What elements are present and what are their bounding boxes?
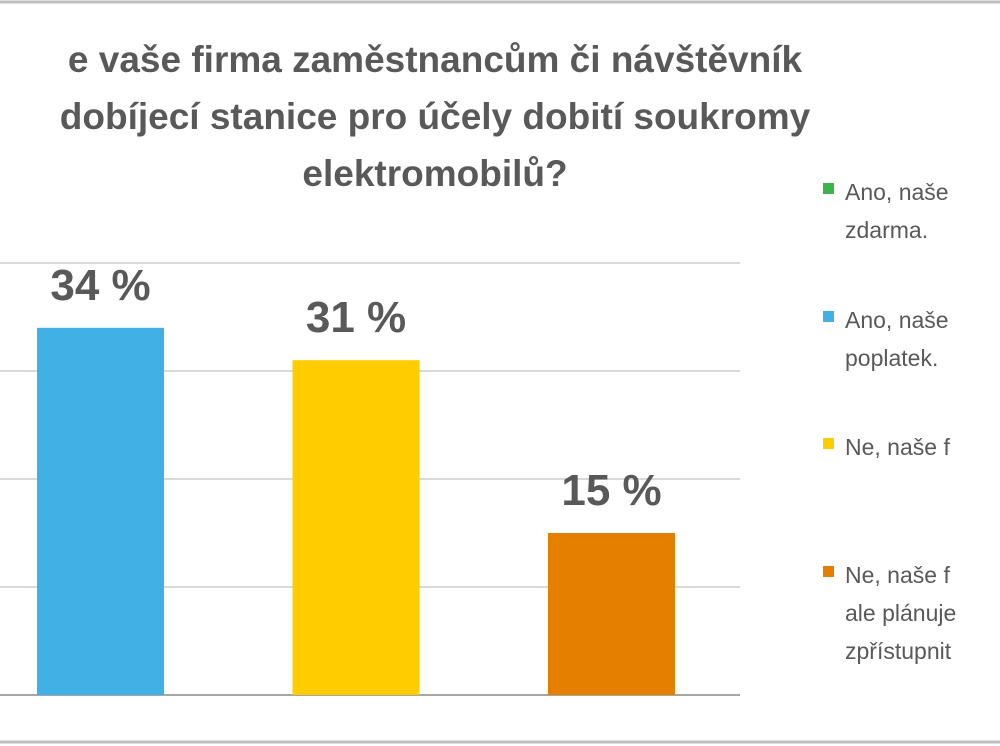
chart-title: e vaše firma zaměstnancům či návštěvník d… — [60, 39, 811, 194]
data-label: 34 % — [50, 261, 150, 310]
legend-label: Ano, naše zdarma. — [845, 179, 949, 243]
legend-swatch — [823, 438, 834, 449]
text-line: ale plánuje — [845, 600, 956, 626]
data-label: 15 % — [561, 466, 661, 515]
legend-swatch — [823, 183, 834, 194]
bar — [37, 327, 164, 695]
legend-swatch — [823, 311, 834, 322]
text-line: e vaše firma zaměstnancům či návštěvník — [68, 39, 803, 80]
bar — [292, 360, 420, 695]
legend-label: Ano, naše poplatek. — [845, 307, 949, 371]
text-line: Ne, naše f — [845, 562, 950, 588]
legend-label: Ne, naše f ale plánuje zpřístupnit — [845, 562, 956, 664]
text-line: zpřístupnit — [845, 638, 952, 664]
text-line: Ano, naše — [845, 179, 949, 205]
text-line: Ne, naše f — [845, 434, 950, 460]
legend-label: Ne, naše f — [845, 434, 950, 460]
text-line: poplatek. — [845, 345, 938, 371]
text-line: dobíjecí stanice pro účely dobití soukro… — [60, 96, 811, 137]
data-label: 31 % — [306, 293, 406, 342]
text-line: Ano, naše — [845, 307, 949, 333]
legend-swatch — [823, 566, 834, 577]
text-line: elektromobilů? — [302, 153, 567, 194]
text-line: zdarma. — [845, 217, 928, 243]
bar — [548, 533, 675, 695]
